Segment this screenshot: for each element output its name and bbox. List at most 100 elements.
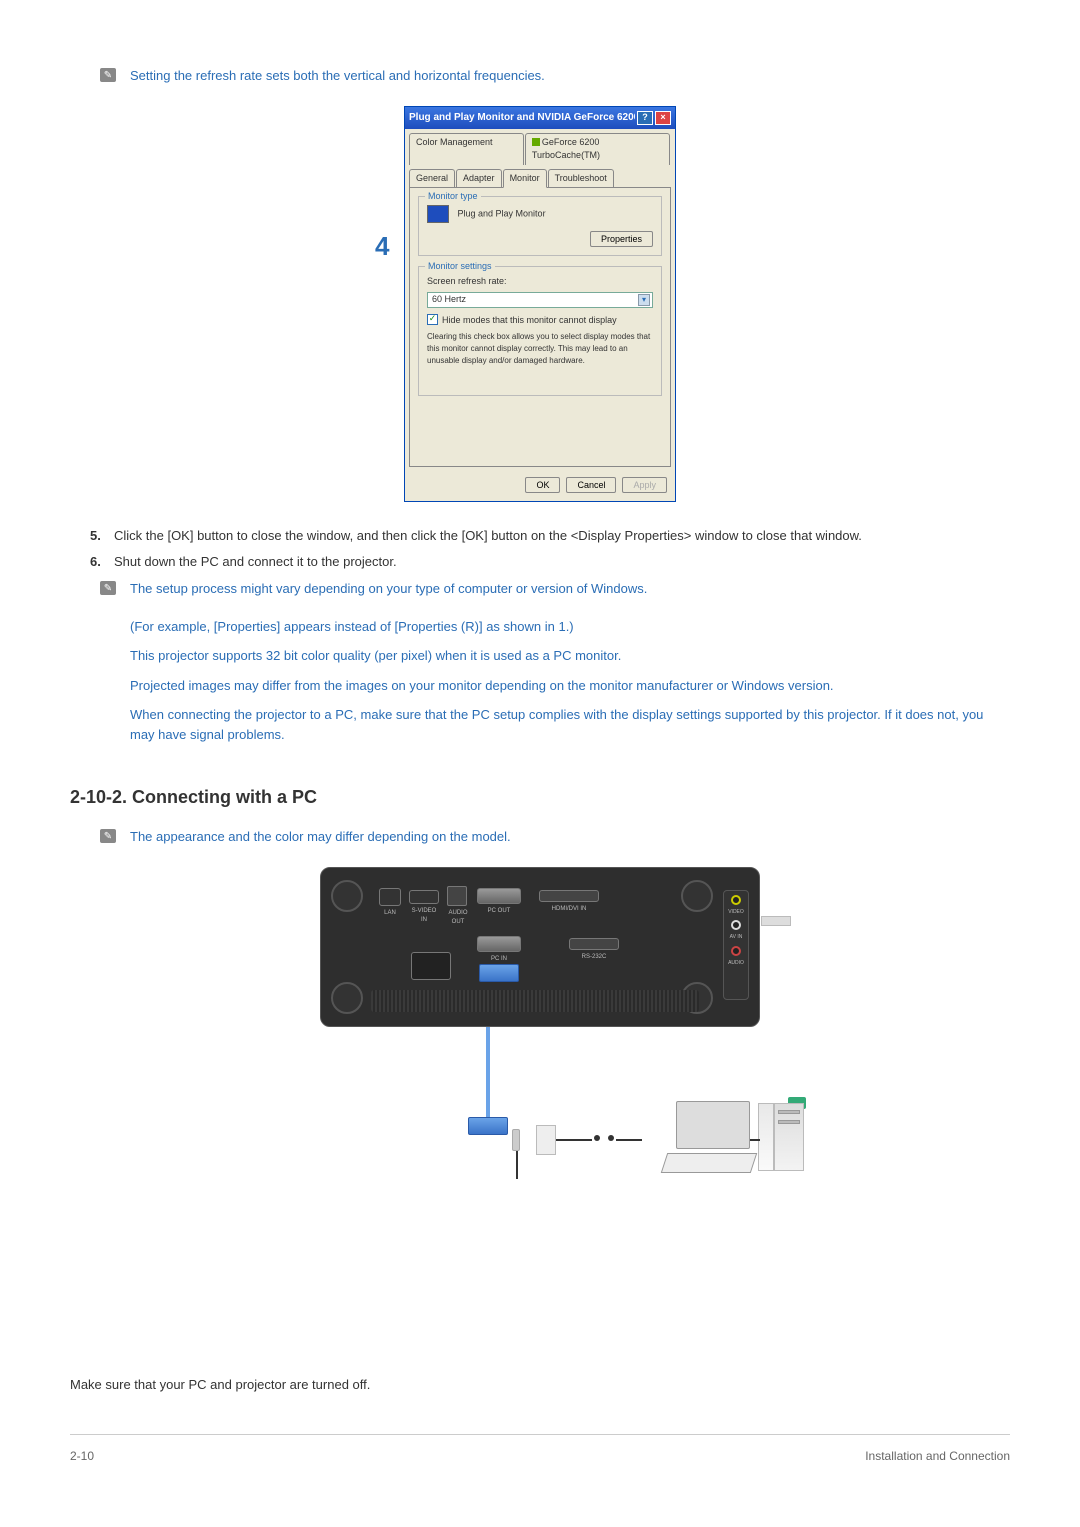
hdmi-port: HDMI/DVI IN (539, 890, 599, 902)
page-number: 2-10 (70, 1447, 94, 1465)
tab-geforce[interactable]: GeForce 6200 TurboCache(TM) (525, 133, 670, 165)
apply-button[interactable]: Apply (622, 477, 667, 493)
tabs-row-2: General Adapter Monitor Troubleshoot (405, 165, 675, 188)
diagram-inner: LAN S-VIDEO IN AUDIO OUT PC OUT HDMI/DVI… (310, 867, 770, 1347)
refresh-value: 60 Hertz (432, 293, 466, 307)
audio-cable (516, 1151, 518, 1179)
footer-title: Installation and Connection (865, 1447, 1010, 1465)
note-text: Setting the refresh rate sets both the v… (130, 66, 545, 86)
monitor-type-legend: Monitor type (425, 190, 481, 204)
note-line: (For example, [Properties] appears inste… (130, 617, 1010, 637)
note-line: Projected images may differ from the ima… (130, 676, 1010, 696)
note-row: ✎ The setup process might vary depending… (100, 579, 1010, 599)
monitor-icon (427, 205, 449, 223)
video-jack (731, 895, 741, 905)
steps-list: 5. Click the [OK] button to close the wi… (90, 526, 1010, 571)
dvi-connector (536, 1125, 556, 1155)
tab-color-management[interactable]: Color Management (409, 133, 524, 165)
dialog-buttons: OK Cancel Apply (405, 471, 675, 501)
laptop (640, 1101, 750, 1173)
cancel-button[interactable]: Cancel (566, 477, 616, 493)
audio-plug (512, 1129, 520, 1151)
laptop-base (661, 1153, 757, 1173)
tab-adapter[interactable]: Adapter (456, 169, 502, 188)
hide-modes-label: Hide modes that this monitor cannot disp… (442, 314, 617, 328)
tab-troubleshoot[interactable]: Troubleshoot (548, 169, 614, 188)
hide-modes-row: ✓ Hide modes that this monitor cannot di… (427, 314, 653, 328)
tabs-row-1: Color Management GeForce 6200 TurboCache… (405, 129, 675, 165)
audio-r-jack (731, 946, 741, 956)
lan-port: LAN (379, 888, 401, 906)
line (616, 1139, 642, 1141)
note-text: The setup process might vary depending o… (130, 579, 647, 599)
connection-diagram: LAN S-VIDEO IN AUDIO OUT PC OUT HDMI/DVI… (70, 867, 1010, 1347)
laptop-screen (676, 1101, 750, 1149)
rs232-port: RS-232C (569, 938, 619, 950)
titlebar: Plug and Play Monitor and NVIDIA GeForce… (405, 107, 675, 129)
svideo-port: S-VIDEO IN (409, 890, 439, 904)
properties-button[interactable]: Properties (590, 231, 653, 247)
step-item: 5. Click the [OK] button to close the wi… (90, 526, 1010, 546)
speaker-grille (371, 990, 699, 1012)
tab-monitor[interactable]: Monitor (503, 169, 547, 189)
note-icon: ✎ (100, 68, 116, 82)
properties-dialog: 4 Plug and Play Monitor and NVIDIA GeFor… (404, 106, 676, 503)
drive-bay (778, 1110, 800, 1114)
note-line: This projector supports 32 bit color qua… (130, 646, 1010, 666)
dot (608, 1135, 614, 1141)
mount-hole (331, 982, 363, 1014)
page-footer: 2-10 Installation and Connection (70, 1447, 1010, 1465)
audio-out-port: AUDIO OUT (447, 886, 467, 906)
close-button[interactable]: × (655, 111, 671, 125)
properties-row: Properties (427, 231, 653, 247)
audio-l-jack (731, 920, 741, 930)
ok-button[interactable]: OK (525, 477, 560, 493)
line (556, 1139, 592, 1141)
refresh-label: Screen refresh rate: (427, 275, 653, 289)
step-text: Shut down the PC and connect it to the p… (114, 552, 1010, 572)
note-block: ✎ The setup process might vary depending… (100, 579, 1010, 599)
monitor-settings-fieldset: Monitor settings Screen refresh rate: 60… (418, 266, 662, 396)
note-row: ✎ Setting the refresh rate sets both the… (100, 66, 1010, 86)
nvidia-icon (532, 138, 540, 146)
vga-connector-projector (479, 964, 519, 982)
hide-modes-help: Clearing this check box allows you to se… (427, 331, 653, 367)
footer-rule (70, 1434, 1010, 1435)
drive-bay (778, 1120, 800, 1124)
monitor-name: Plug and Play Monitor (458, 208, 546, 218)
note-icon: ✎ (100, 581, 116, 595)
dialog-screenshot: 4 Plug and Play Monitor and NVIDIA GeFor… (70, 106, 1010, 503)
step-text: Click the [OK] button to close the windo… (114, 526, 1010, 546)
titlebar-text: Plug and Play Monitor and NVIDIA GeForce… (409, 110, 635, 125)
pc-in-port: PC IN (477, 936, 521, 952)
monitor-settings-legend: Monitor settings (425, 260, 495, 274)
pc-out-port: PC OUT (477, 888, 521, 904)
projector-back-panel: LAN S-VIDEO IN AUDIO OUT PC OUT HDMI/DVI… (320, 867, 760, 1027)
desktop-pc (758, 1097, 804, 1175)
note-row: ✎ The appearance and the color may diffe… (100, 827, 1010, 847)
hide-modes-checkbox[interactable]: ✓ (427, 314, 438, 325)
tab-body: Monitor type Plug and Play Monitor Prope… (409, 187, 671, 467)
step-num: 5. (90, 526, 114, 546)
chevron-down-icon: ▾ (638, 294, 650, 306)
note-text: The appearance and the color may differ … (130, 827, 511, 847)
mount-hole (681, 880, 713, 912)
dot (594, 1135, 600, 1141)
step-item: 6. Shut down the PC and connect it to th… (90, 552, 1010, 572)
note-line: When connecting the projector to a PC, m… (130, 705, 1010, 744)
usb-cable (761, 916, 791, 926)
desktop-front (758, 1103, 774, 1171)
monitor-row: Plug and Play Monitor (427, 205, 653, 223)
step-num: 6. (90, 552, 114, 572)
note-icon: ✎ (100, 829, 116, 843)
step-badge: 4 (375, 227, 389, 266)
power-port (411, 952, 451, 980)
vga-cable (486, 1027, 490, 1117)
help-button[interactable]: ? (637, 111, 653, 125)
av-side-panel: VIDEO AV IN AUDIO (723, 890, 749, 1000)
line (750, 1139, 760, 1141)
vga-connector-split (468, 1117, 508, 1135)
refresh-select[interactable]: 60 Hertz ▾ (427, 292, 653, 308)
desktop-case (774, 1103, 804, 1171)
tab-general[interactable]: General (409, 169, 455, 188)
